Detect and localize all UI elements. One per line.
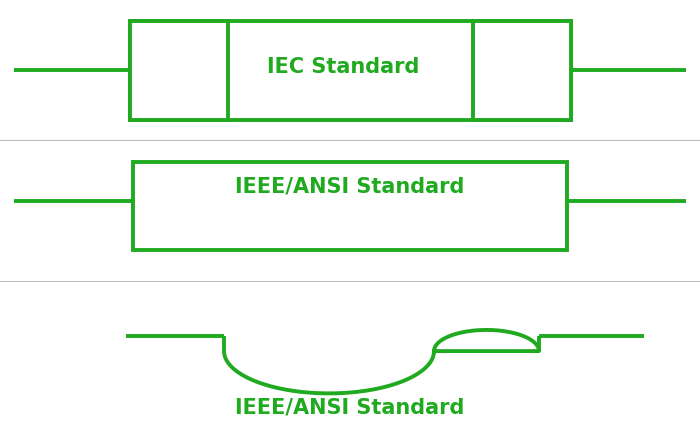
Text: IEC Standard: IEC Standard bbox=[267, 57, 419, 77]
Text: IEEE/ANSI Standard: IEEE/ANSI Standard bbox=[235, 177, 465, 197]
Bar bbox=[130, 21, 228, 120]
Text: IEEE/ANSI Standard: IEEE/ANSI Standard bbox=[235, 398, 465, 418]
Bar bbox=[130, 21, 570, 120]
Bar bbox=[473, 21, 570, 120]
Bar bbox=[133, 162, 567, 250]
